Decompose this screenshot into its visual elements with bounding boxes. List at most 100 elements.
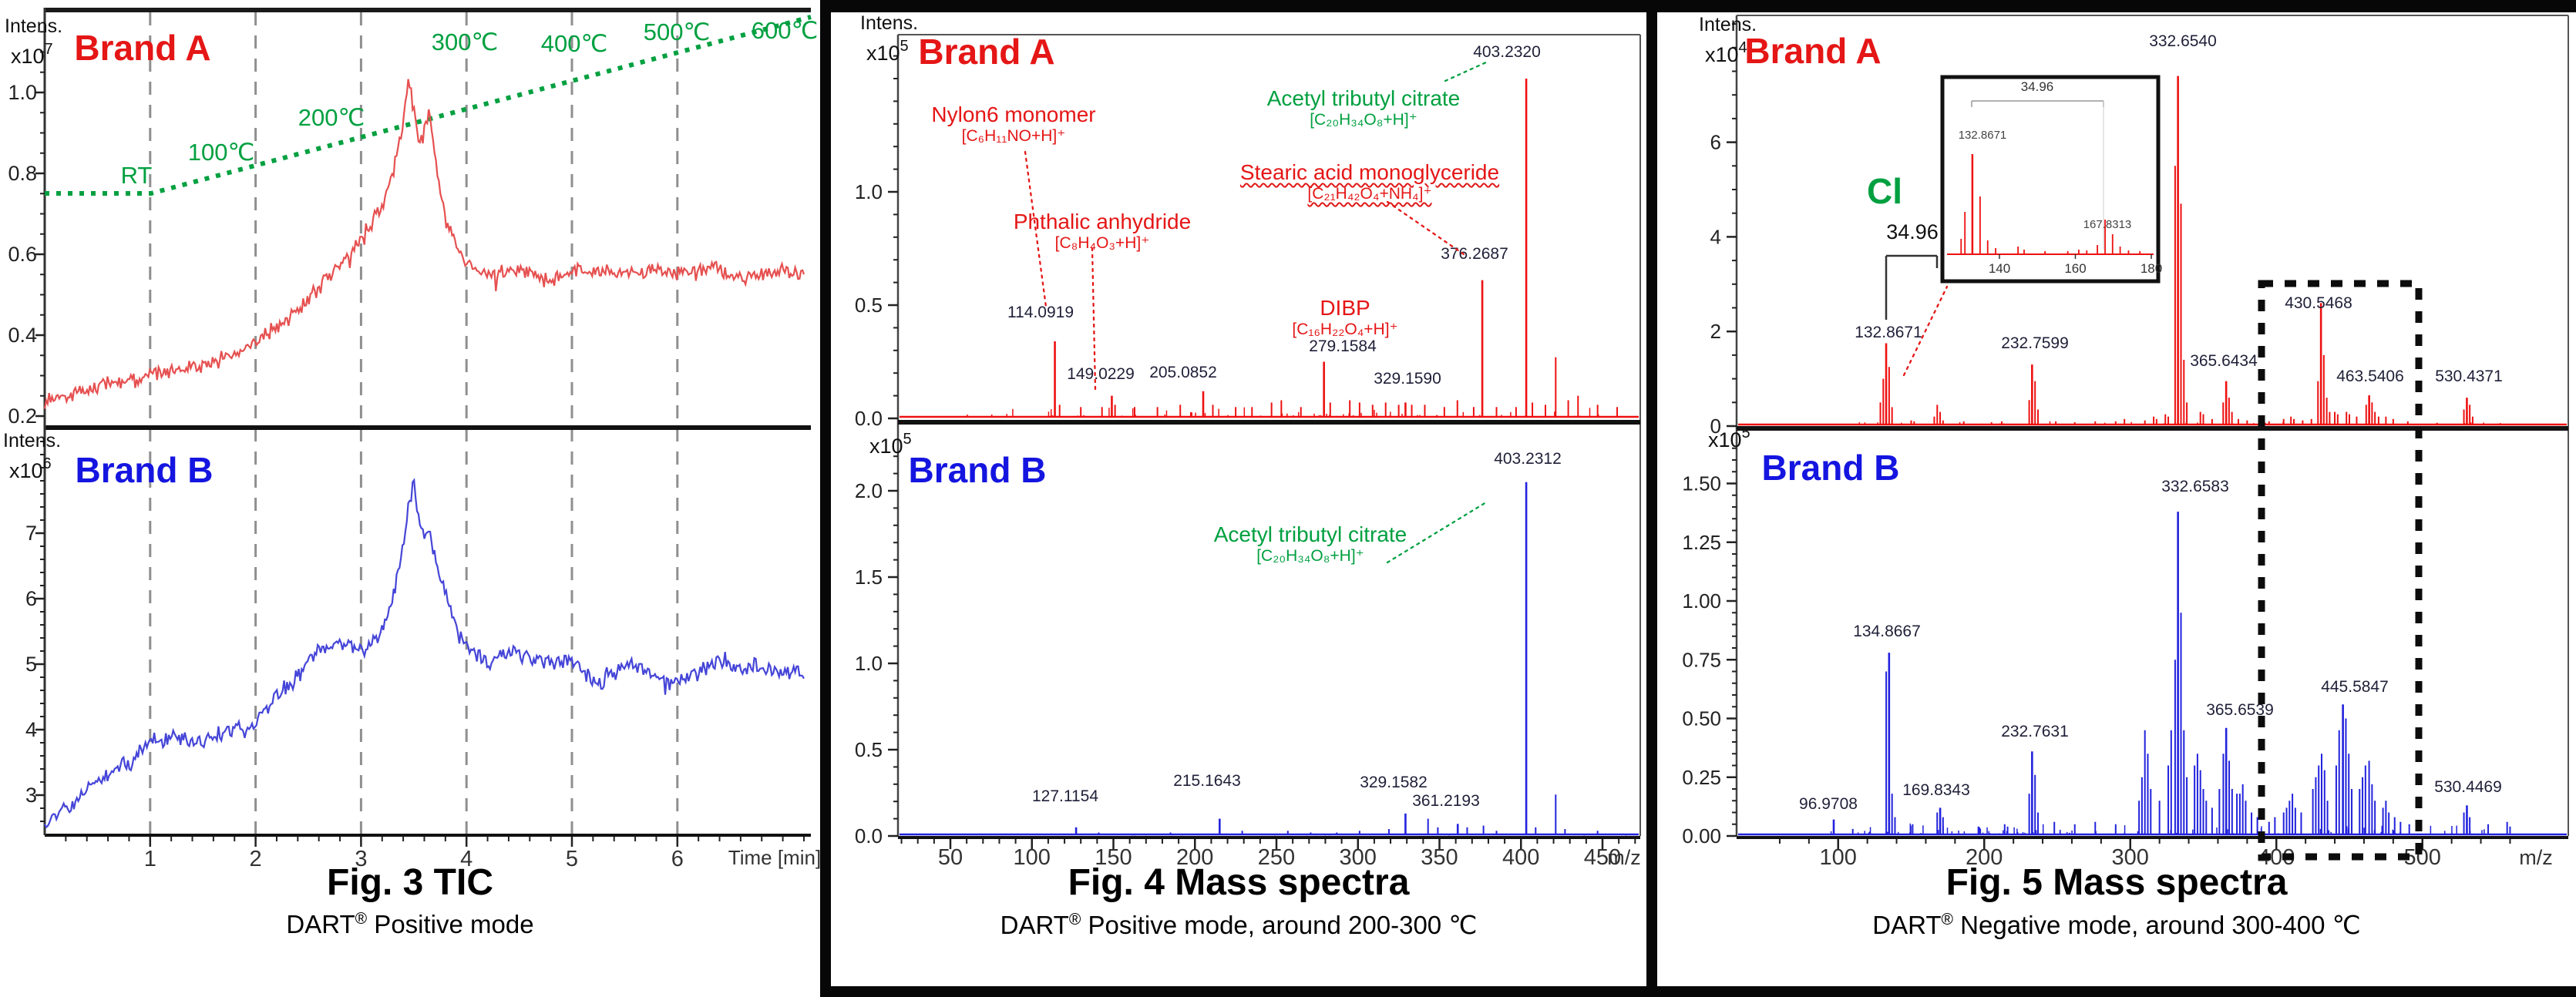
svg-text:x107: x107 (11, 41, 53, 68)
fig4-caption: Fig. 4 Mass spectra DART® Positive mode,… (831, 861, 1646, 940)
svg-text:2: 2 (1710, 320, 1721, 343)
svg-text:376.2687: 376.2687 (1441, 245, 1508, 263)
separator-bar-left (820, 0, 831, 997)
svg-text:0.0: 0.0 (855, 824, 883, 848)
tic-trace-brand-a (43, 79, 805, 409)
svg-text:Intens.: Intens. (3, 430, 61, 452)
compound-annotation: Phthalic anhydride [C₈H₄O₃+H]⁺ (1013, 210, 1192, 253)
bottom-banner-bar (820, 986, 2576, 997)
compound-annotation: Acetyl tributyl citrate [C₂₀H₃₄O₈+H]⁺ (1266, 86, 1461, 129)
svg-text:0.00: 0.00 (1682, 824, 1721, 848)
svg-text:m/z: m/z (2519, 846, 2553, 869)
svg-text:150: 150 (1095, 845, 1132, 870)
svg-text:127.1154: 127.1154 (1032, 787, 1098, 805)
svg-text:2.0: 2.0 (855, 479, 883, 502)
svg-text:403.2320: 403.2320 (1473, 43, 1541, 61)
svg-text:3: 3 (25, 784, 37, 807)
svg-text:279.1584: 279.1584 (1309, 337, 1377, 355)
svg-text:6: 6 (1710, 131, 1721, 154)
fig3-caption: Fig. 3 TIC DART® Positive mode (0, 861, 820, 939)
fig3-title: Fig. 3 TIC (327, 862, 493, 903)
svg-text:350: 350 (1421, 845, 1458, 870)
fig4-title: Fig. 4 Mass spectra (1068, 862, 1410, 903)
svg-text:232.7631: 232.7631 (2001, 723, 2069, 740)
top-banner-bar (820, 0, 2576, 12)
compound-annotation: DIBP [C₁₆H₂₂O₄+H]⁺ (1292, 296, 1398, 339)
fig3-subtitle-pre: DART (286, 910, 355, 938)
svg-text:329.1590: 329.1590 (1374, 370, 1441, 388)
svg-text:4: 4 (1710, 225, 1721, 248)
svg-text:200℃: 200℃ (298, 104, 365, 131)
svg-text:400: 400 (1502, 845, 1539, 870)
fig5-brand-a-spectrum: 132.8671 232.7599 332.6540 365.6434 430.5468… (1738, 32, 2567, 426)
svg-text:403.2312: 403.2312 (1494, 450, 1562, 468)
svg-text:50: 50 (938, 845, 963, 870)
svg-text:329.1582: 329.1582 (1360, 774, 1428, 791)
svg-text:1.25: 1.25 (1682, 531, 1721, 554)
compound-annotation: Nylon6 monomer [C₆H₁₁NO+H]⁺ (931, 102, 1096, 146)
fig5-axes: 100 200 300 400 500 m/z02460.000.250.500.751.… (1682, 15, 2569, 870)
svg-text:132.8671: 132.8671 (1959, 129, 2007, 142)
tic-trace-brand-b (43, 478, 805, 829)
fig5-brand-b-spectrum: 96.9708 134.8667 169.8343 232.7631 332.6583 3… (1738, 478, 2567, 836)
svg-text:300: 300 (2112, 845, 2149, 870)
svg-text:430.5468: 430.5468 (2285, 294, 2352, 312)
svg-text:215.1643: 215.1643 (1173, 772, 1241, 790)
svg-text:Time [min]: Time [min] (728, 846, 821, 869)
panel-label-brand-a: Brand A (918, 32, 1055, 72)
svg-text:450: 450 (1584, 845, 1621, 870)
svg-text:300: 300 (1340, 845, 1377, 870)
fig5-title: Fig. 5 Mass spectra (1945, 862, 2288, 903)
svg-text:0.5: 0.5 (855, 294, 883, 317)
svg-text:167.8313: 167.8313 (2083, 218, 2132, 231)
svg-text:365.6539: 365.6539 (2206, 701, 2274, 719)
fig3: 1 2 3 4 5 6 Time [min] 0.2 0.4 0.6 0.8 1.0 3 4 5 6 7 RT 10… (8, 8, 821, 871)
fig4-subtitle: DART® Positive mode, around 200-300 ℃ (831, 910, 1646, 940)
svg-text:600℃: 600℃ (752, 17, 819, 44)
svg-text:1: 1 (144, 847, 156, 871)
svg-text:200: 200 (1966, 845, 2003, 870)
registered-mark-icon: ® (355, 910, 368, 928)
svg-text:7: 7 (25, 522, 37, 545)
svg-text:Intens.: Intens. (5, 15, 62, 37)
fig5-caption: Fig. 5 Mass spectra DART® Negative mode,… (1657, 861, 2576, 940)
svg-text:530.4469: 530.4469 (2434, 778, 2502, 796)
svg-text:100℃: 100℃ (188, 139, 255, 166)
svg-text:160: 160 (2064, 261, 2086, 276)
svg-text:4: 4 (460, 847, 472, 871)
svg-text:250: 250 (1258, 845, 1295, 870)
svg-text:0.4: 0.4 (8, 324, 37, 347)
svg-text:140: 140 (1989, 261, 2010, 276)
fig4-brand-a-spectrum: 114.0919 149.0229 205.0852 279.1584 329.1590… (900, 43, 1639, 418)
svg-text:1.0: 1.0 (8, 81, 37, 104)
registered-mark-icon: ® (1068, 911, 1081, 928)
svg-text:1.0: 1.0 (855, 652, 883, 675)
svg-text:96.9708: 96.9708 (1799, 795, 1858, 813)
compound-annotation: Stearic acid monoglyceride [C₂₁H₄₂O₄+NH₄]… (1239, 160, 1500, 203)
fig5-inset-zoom: 140 160 180 34.96 132.8671 167.8313 (1940, 75, 2162, 284)
svg-text:Intens.: Intens. (1699, 14, 1757, 35)
svg-text:365.6434: 365.6434 (2190, 352, 2258, 370)
svg-text:180: 180 (2141, 261, 2162, 276)
cl-mass-difference-bracket (1885, 254, 1949, 377)
svg-text:100: 100 (1820, 845, 1857, 870)
svg-text:500: 500 (2404, 845, 2441, 870)
svg-text:114.0919: 114.0919 (1007, 304, 1074, 321)
svg-text:Intens.: Intens. (860, 12, 918, 34)
svg-text:530.4371: 530.4371 (2435, 368, 2503, 385)
svg-text:332.6583: 332.6583 (2161, 478, 2229, 495)
svg-text:500℃: 500℃ (644, 18, 711, 45)
svg-text:1.00: 1.00 (1682, 589, 1721, 613)
svg-text:x105: x105 (866, 38, 909, 65)
svg-text:5: 5 (566, 847, 578, 871)
svg-text:6: 6 (25, 587, 37, 610)
compound-annotation: Acetyl tributyl citrate [C₂₀H₃₄O₈+H]⁺ (1213, 522, 1407, 566)
svg-text:134.8667: 134.8667 (1853, 623, 1921, 640)
svg-text:1.5: 1.5 (855, 566, 883, 589)
svg-text:1.0: 1.0 (855, 180, 883, 203)
svg-text:0.75: 0.75 (1682, 648, 1721, 671)
